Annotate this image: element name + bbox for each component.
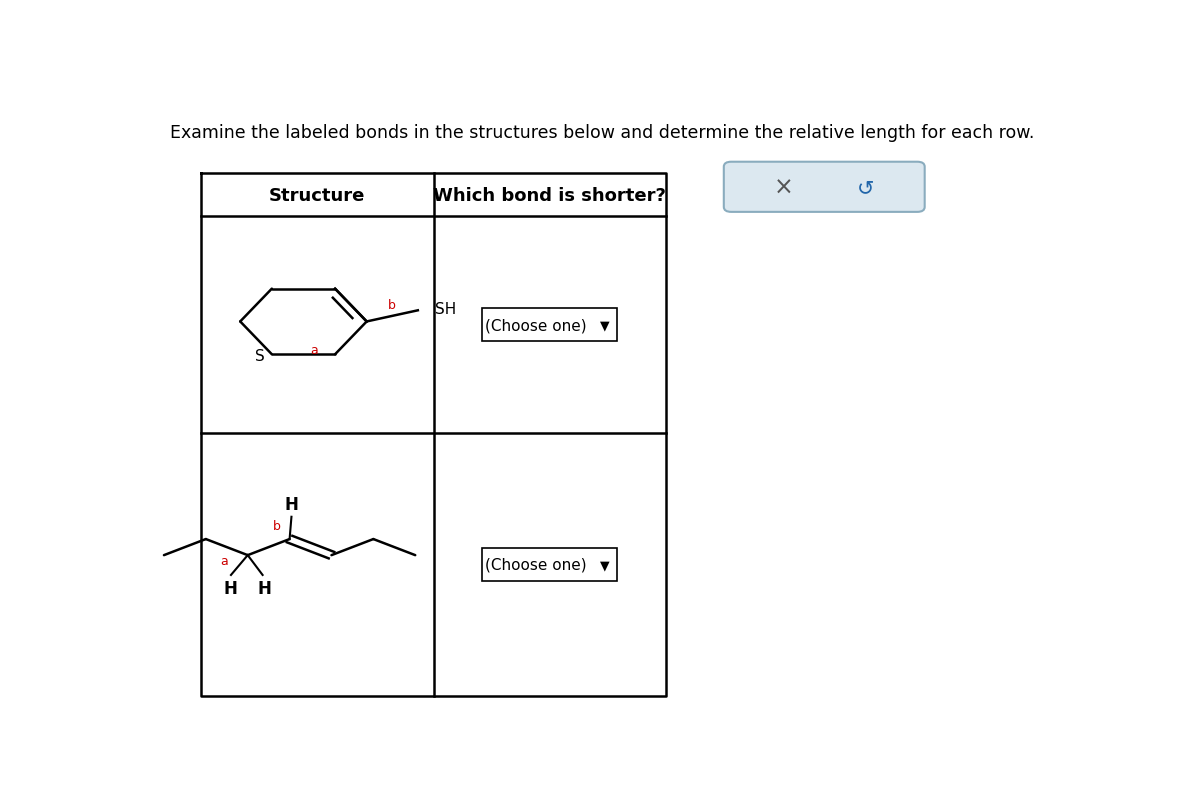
Text: a: a [311, 344, 318, 357]
Text: b: b [389, 299, 396, 312]
Text: a: a [221, 554, 228, 567]
Text: (Choose one): (Choose one) [485, 318, 587, 332]
Text: H: H [284, 495, 299, 513]
Text: ▼: ▼ [600, 558, 610, 571]
Text: ↺: ↺ [857, 177, 874, 198]
Text: H: H [223, 579, 236, 597]
Text: S: S [254, 349, 265, 364]
Text: ▼: ▼ [600, 319, 610, 332]
FancyBboxPatch shape [482, 548, 617, 581]
Text: b: b [272, 520, 281, 532]
Text: ×: × [774, 176, 793, 200]
Text: (Choose one): (Choose one) [485, 557, 587, 573]
Text: Which bond is shorter?: Which bond is shorter? [433, 186, 666, 204]
Text: Structure: Structure [269, 186, 366, 204]
Text: Examine the labeled bonds in the structures below and determine the relative len: Examine the labeled bonds in the structu… [170, 124, 1034, 142]
FancyBboxPatch shape [724, 162, 925, 213]
Text: H: H [258, 579, 271, 597]
FancyBboxPatch shape [482, 309, 617, 341]
Text: SH: SH [434, 302, 456, 316]
